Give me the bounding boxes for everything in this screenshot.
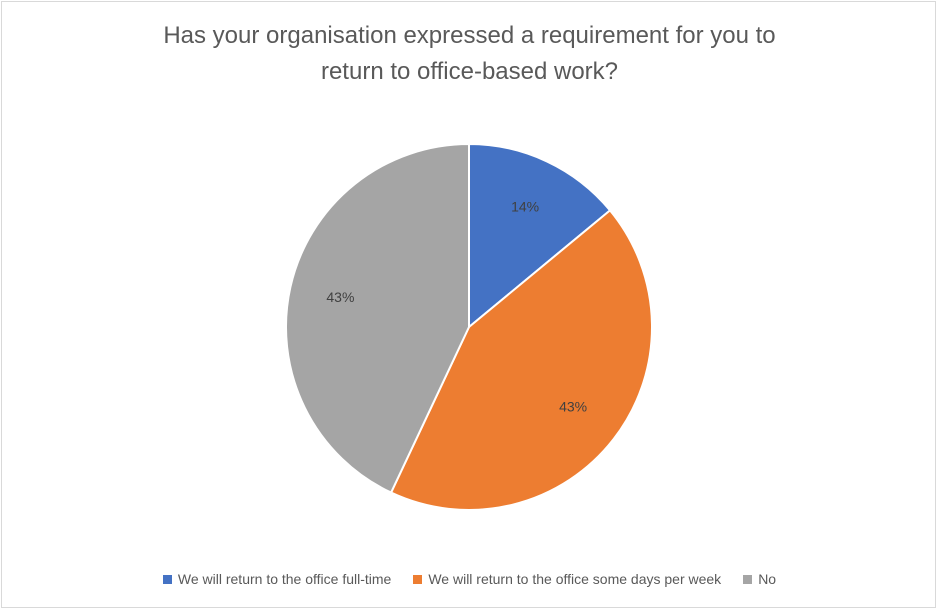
chart-title: Has your organisation expressed a requir… <box>0 18 939 90</box>
legend-item-no: No <box>743 571 776 587</box>
data-label-some-days: 43% <box>559 398 587 414</box>
legend-item-some-days: We will return to the office some days p… <box>413 571 721 587</box>
legend-label-no: No <box>758 571 777 587</box>
pie-slice-some-days <box>389 208 653 511</box>
chart-title-line-1: Has your organisation expressed a requir… <box>163 22 776 49</box>
legend-label-some-days: We will return to the office some days p… <box>428 571 722 587</box>
data-label-full-time: 14% <box>511 198 539 214</box>
pie-slice-no <box>285 142 470 494</box>
legend-label-full-time: We will return to the office full-time <box>177 571 392 587</box>
legend: We will return to the office full-time W… <box>0 568 939 590</box>
legend-swatch-some-days <box>413 574 423 584</box>
chart-title-line-2: return to office-based work? <box>320 58 619 85</box>
legend-swatch-no <box>743 574 753 584</box>
data-label-no: 43% <box>326 289 354 305</box>
legend-item-full-time: We will return to the office full-time <box>162 571 392 587</box>
pie-slice-full-time <box>468 142 612 330</box>
legend-swatch-full-time <box>162 574 172 584</box>
